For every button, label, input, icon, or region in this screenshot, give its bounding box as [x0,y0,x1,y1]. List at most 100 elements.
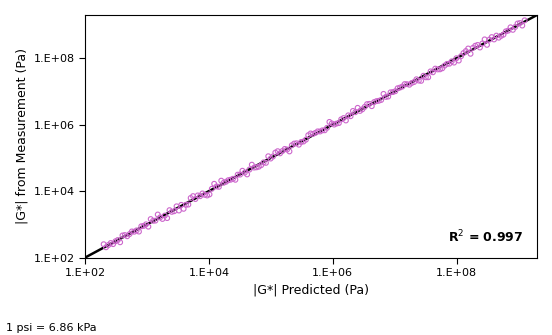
Point [158,216,167,222]
Point [384,94,392,99]
Point [215,184,224,190]
Point [306,131,315,136]
Point [250,165,258,170]
Point [440,63,449,68]
Point [313,129,322,134]
Point [335,120,343,126]
Point [224,178,233,183]
Point [288,143,296,148]
Point [360,104,369,110]
Point [259,160,268,165]
Point [482,42,491,48]
Point [495,35,503,40]
Point [193,193,202,198]
Point [217,178,226,183]
Point [438,66,447,71]
Point [219,180,228,186]
Point [452,56,461,61]
Point [137,224,146,229]
Point [283,147,291,152]
Point [464,46,473,51]
Point [497,33,506,39]
Point [107,240,115,246]
Point [363,102,371,107]
Point [348,108,357,114]
Point [337,117,346,122]
Point [508,27,517,32]
Point [501,29,510,34]
Point [471,43,480,49]
Point [445,61,454,66]
Point [290,141,299,146]
Point [262,160,270,165]
Point [123,233,131,239]
Point [141,222,150,227]
Point [116,240,125,245]
Point [400,81,409,87]
Point [511,24,519,29]
Point [99,242,108,247]
Point [374,98,383,104]
X-axis label: |G*| Predicted (Pa): |G*| Predicted (Pa) [253,283,369,296]
Point [410,79,418,85]
Point [480,37,489,42]
Point [226,177,235,182]
Text: 1 psi = 6.86 kPa: 1 psi = 6.86 kPa [6,323,96,333]
Point [485,37,493,42]
Point [254,164,263,170]
Point [156,215,164,220]
Point [311,130,320,136]
Point [264,153,273,159]
Point [247,162,256,168]
Point [172,204,181,209]
Point [428,70,437,75]
Point [372,98,381,104]
Point [170,209,179,214]
Point [499,32,508,37]
Point [269,154,278,159]
Point [208,186,216,192]
Point [113,238,122,243]
Point [513,21,522,26]
Point [487,35,496,40]
Point [402,81,411,87]
Point [506,25,515,30]
Point [466,51,475,57]
Point [257,162,266,168]
Point [344,113,353,118]
Text: R$^2$ = 0.997: R$^2$ = 0.997 [448,229,523,246]
Point [102,245,110,250]
Point [125,231,134,237]
Point [297,139,306,145]
Point [203,193,211,198]
Point [243,172,252,177]
Point [301,137,310,142]
Point [148,218,157,223]
Point [436,67,444,72]
Point [386,90,395,95]
Point [184,202,193,207]
Point [135,229,144,234]
Point [118,233,127,238]
Point [233,172,242,177]
Point [275,151,284,156]
Point [461,48,470,54]
Point [355,108,364,114]
Point [128,229,136,234]
Point [346,114,355,119]
Point [177,202,185,208]
Point [381,94,390,99]
Point [389,89,397,95]
Point [182,202,190,207]
Point [231,177,240,183]
Point [179,206,188,211]
Point [398,84,407,89]
Point [457,54,465,59]
Point [309,131,317,137]
Point [252,164,261,170]
Point [139,223,148,228]
Point [189,193,198,199]
Point [316,129,325,134]
Point [120,232,129,238]
Point [111,239,120,244]
